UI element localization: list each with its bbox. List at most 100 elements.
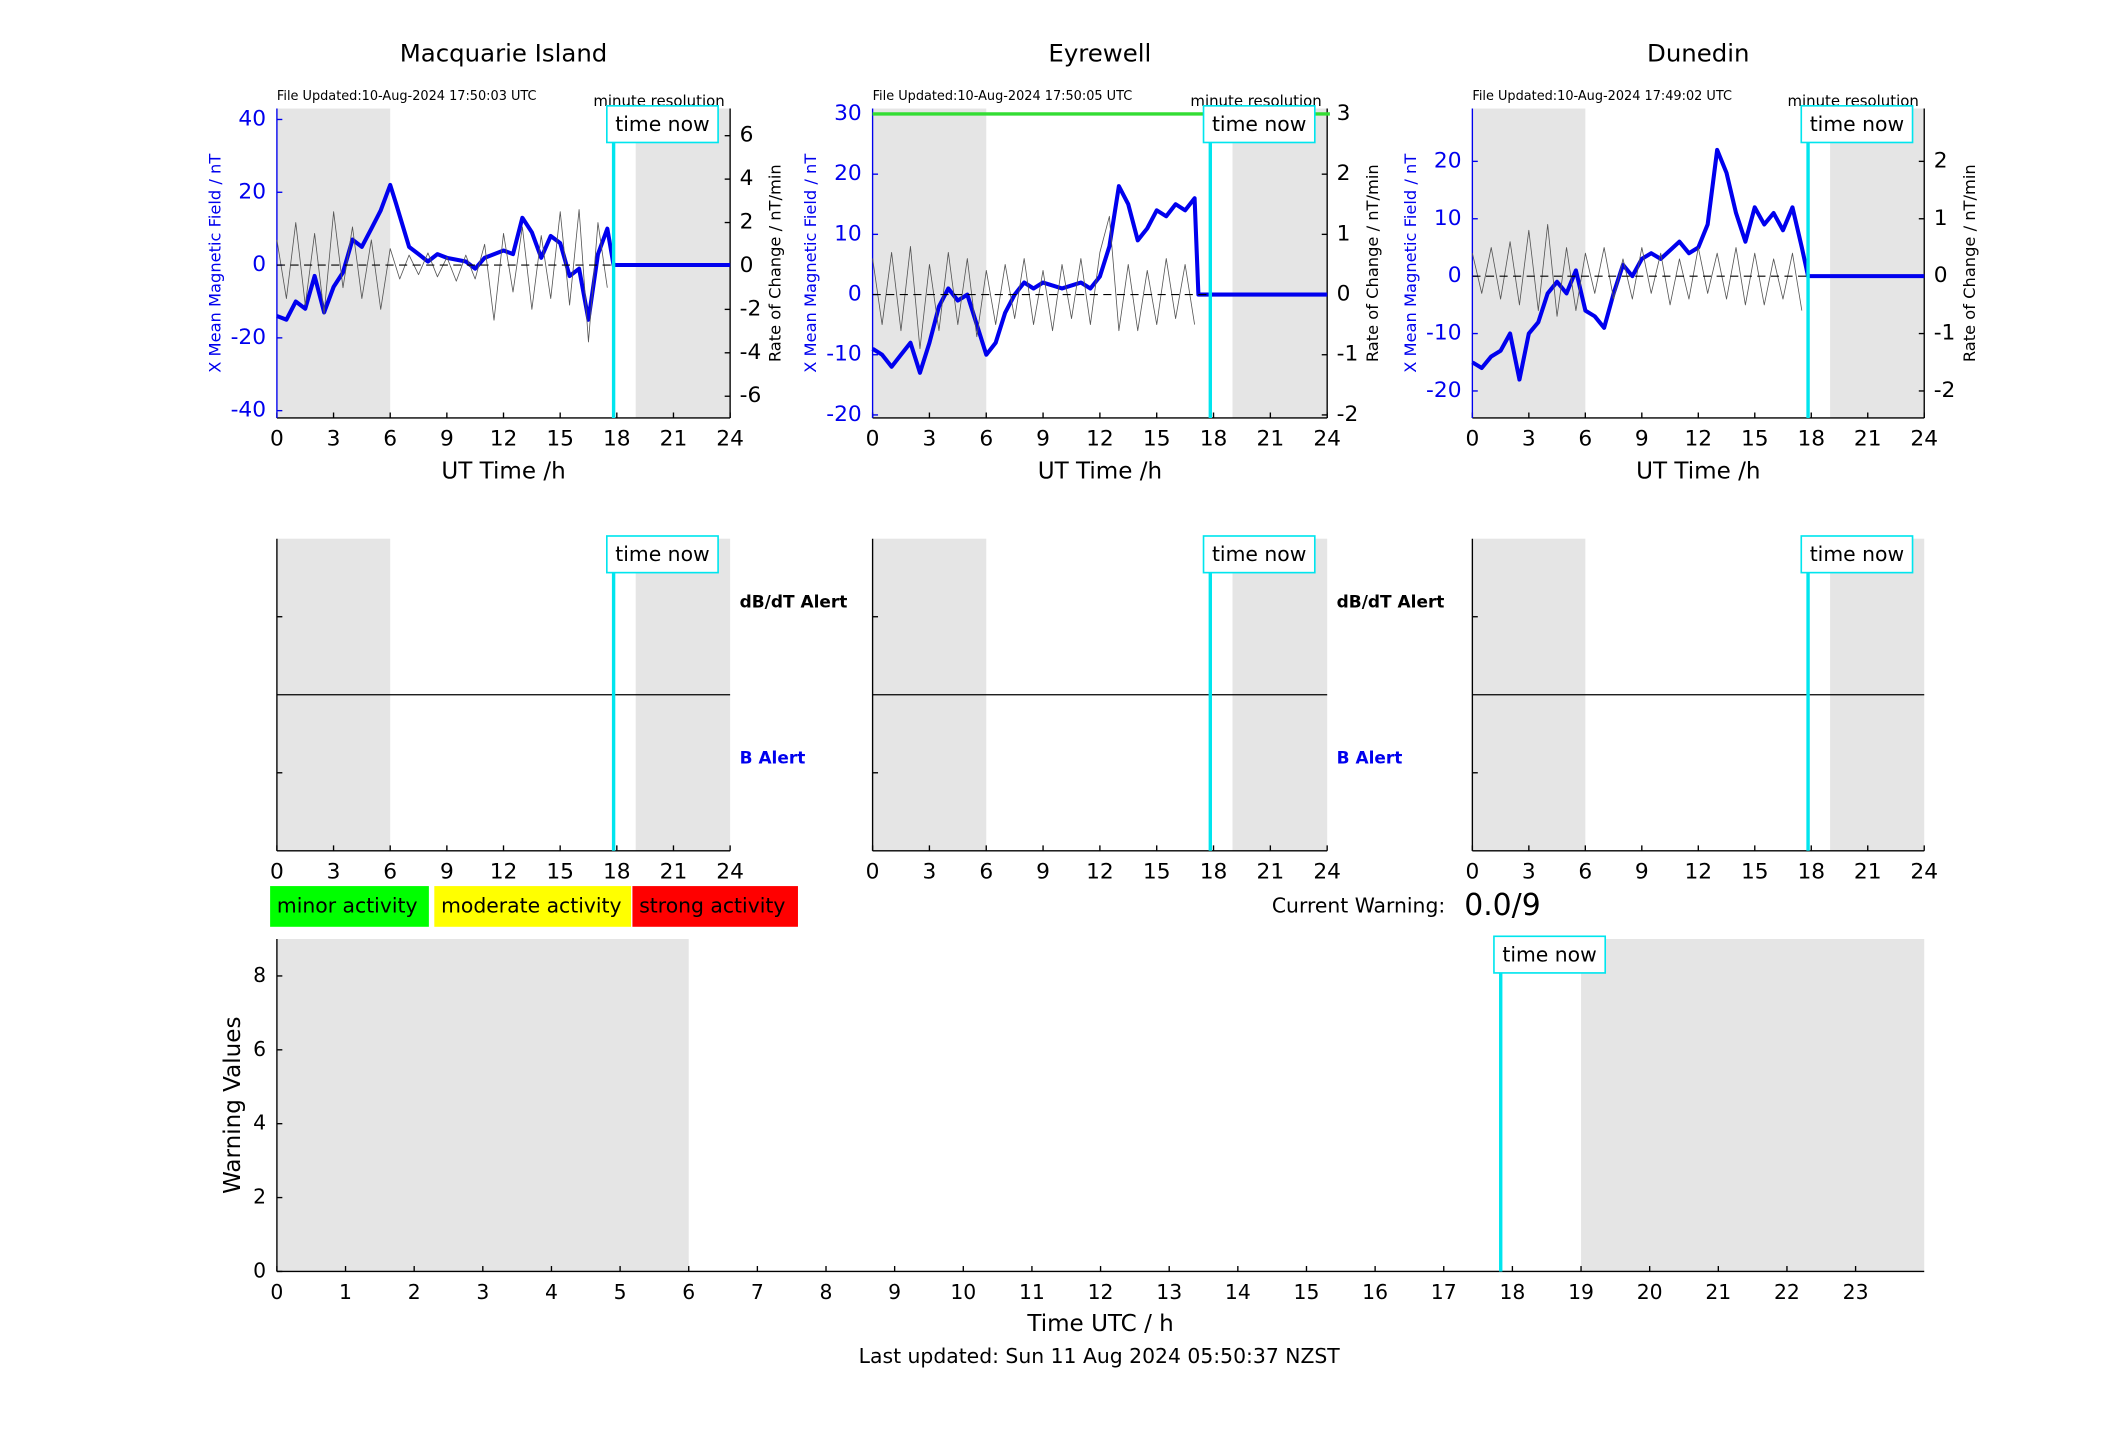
x-tick-label: 15 [1143, 860, 1171, 885]
x-tick-label: 6 [979, 860, 993, 885]
x-tick-label: 12 [1086, 860, 1114, 885]
x-tick-label: 11 [1019, 1280, 1045, 1304]
x-tick-label: 18 [1200, 860, 1228, 885]
x-tick-label: 12 [1684, 860, 1712, 885]
x-tick-label: 21 [1854, 427, 1882, 452]
y-tick-label: 6 [253, 1037, 266, 1061]
y2-tick-label: -6 [740, 383, 762, 408]
current-warning-value: 0.0/9 [1464, 888, 1541, 923]
y-axis-label: X Mean Magnetic Field / nT [801, 154, 820, 373]
y2-tick-label: 2 [740, 210, 754, 235]
alert-label: dB/dT Alert [1337, 591, 1445, 611]
x-tick-label: 7 [751, 1280, 764, 1304]
night-shade [1830, 108, 1925, 418]
x-tick-label: 18 [603, 427, 631, 452]
x-tick-label: 24 [716, 427, 744, 452]
y2-tick-label: 1 [1934, 206, 1948, 231]
x-tick-label: 9 [1036, 427, 1050, 452]
y-tick-label: 20 [834, 161, 862, 186]
time-now-label: time now [1212, 112, 1306, 136]
y-axis-label: X Mean Magnetic Field / nT [205, 154, 224, 373]
x-tick-label: 21 [1257, 860, 1285, 885]
y2-tick-label: -1 [1337, 342, 1359, 367]
x-tick-label: 0 [1465, 427, 1479, 452]
y-tick-label: -40 [231, 398, 266, 423]
time-now-box [606, 105, 719, 144]
x-axis-label: UT Time /h [1038, 459, 1162, 485]
x-tick-label: 23 [1843, 1280, 1869, 1304]
x-tick-label: 24 [716, 860, 744, 885]
file-updated: File Updated:10-Aug-2024 17:49:02 UTC [1472, 89, 1732, 104]
x-tick-label: 3 [1522, 427, 1536, 452]
x-tick-label: 12 [1088, 1280, 1114, 1304]
x-axis-label: UT Time /h [441, 459, 565, 485]
y2-tick-label: 1 [1337, 221, 1351, 246]
y-tick-label: 30 [834, 101, 862, 126]
y2-tick-label: -2 [740, 296, 762, 321]
y2-tick-label: 4 [740, 166, 754, 191]
x-tick-label: 20 [1637, 1280, 1663, 1304]
y-tick-label: 0 [1448, 263, 1462, 288]
y2-tick-label: -2 [1337, 402, 1359, 427]
x-tick-label: 6 [383, 860, 397, 885]
y-tick-label: -20 [826, 402, 861, 427]
y-tick-label: -20 [231, 325, 266, 350]
time-now-label: time now [1810, 112, 1904, 136]
panel-title: Dunedin [1647, 38, 1750, 67]
x-tick-label: 4 [545, 1280, 558, 1304]
time-now-box [1202, 105, 1316, 144]
y-tick-label: 20 [1434, 148, 1462, 173]
night-shade [1581, 939, 1925, 1272]
x-tick-label: 15 [1294, 1280, 1320, 1304]
y-tick-label: -20 [1426, 378, 1461, 403]
x-tick-label: 0 [866, 860, 880, 885]
x-tick-label: 0 [270, 860, 284, 885]
time-now-box [1493, 935, 1607, 974]
x-tick-label: 6 [383, 427, 397, 452]
y2-tick-label: -1 [1934, 321, 1956, 346]
time-now-box [1800, 535, 1914, 574]
night-shade [276, 939, 689, 1272]
time-now-label: time now [615, 542, 709, 566]
x-tick-label: 9 [1036, 860, 1050, 885]
x-tick-label: 0 [866, 427, 880, 452]
file-updated: File Updated:10-Aug-2024 17:50:05 UTC [873, 89, 1133, 104]
y2-axis-label: Rate of Change / nT/min [1363, 164, 1382, 362]
activity-label: moderate activity [441, 893, 621, 917]
y2-axis-label: Rate of Change / nT/min [1960, 164, 1979, 362]
y2-tick-label: 2 [1337, 161, 1351, 186]
x-tick-label: 0 [270, 427, 284, 452]
y-tick-label: 2 [253, 1185, 266, 1209]
x-tick-label: 21 [1705, 1280, 1731, 1304]
x-tick-label: 24 [1313, 427, 1341, 452]
activity-label: strong activity [639, 893, 785, 917]
x-tick-label: 15 [546, 427, 574, 452]
x-tick-label: 18 [603, 860, 631, 885]
x-tick-label: 15 [1741, 860, 1769, 885]
alert-label: B Alert [740, 748, 806, 768]
x-tick-label: 1 [339, 1280, 352, 1304]
x-tick-label: 24 [1910, 860, 1938, 885]
time-now-label: time now [1502, 942, 1596, 966]
x-tick-label: 6 [1578, 427, 1592, 452]
x-tick-label: 0 [1465, 860, 1479, 885]
panel-title: Eyrewell [1048, 38, 1151, 67]
x-tick-label: 6 [682, 1280, 695, 1304]
time-now-box [606, 535, 719, 574]
x-tick-label: 10 [950, 1280, 976, 1304]
activity-swatch [434, 886, 632, 927]
y-axis-label: Warning Values [220, 1017, 246, 1194]
x-tick-label: 21 [660, 860, 688, 885]
y-tick-label: 8 [253, 963, 266, 987]
x-tick-label: 15 [546, 860, 574, 885]
x-tick-label: 19 [1568, 1280, 1594, 1304]
x-tick-label: 6 [979, 427, 993, 452]
y-tick-label: 40 [238, 106, 266, 131]
current-warning-label: Current Warning: [1272, 893, 1445, 917]
x-tick-label: 21 [1257, 427, 1285, 452]
x-tick-label: 8 [820, 1280, 833, 1304]
x-tick-label: 15 [1741, 427, 1769, 452]
alert-label: dB/dT Alert [740, 591, 848, 611]
x-tick-label: 12 [1684, 427, 1712, 452]
